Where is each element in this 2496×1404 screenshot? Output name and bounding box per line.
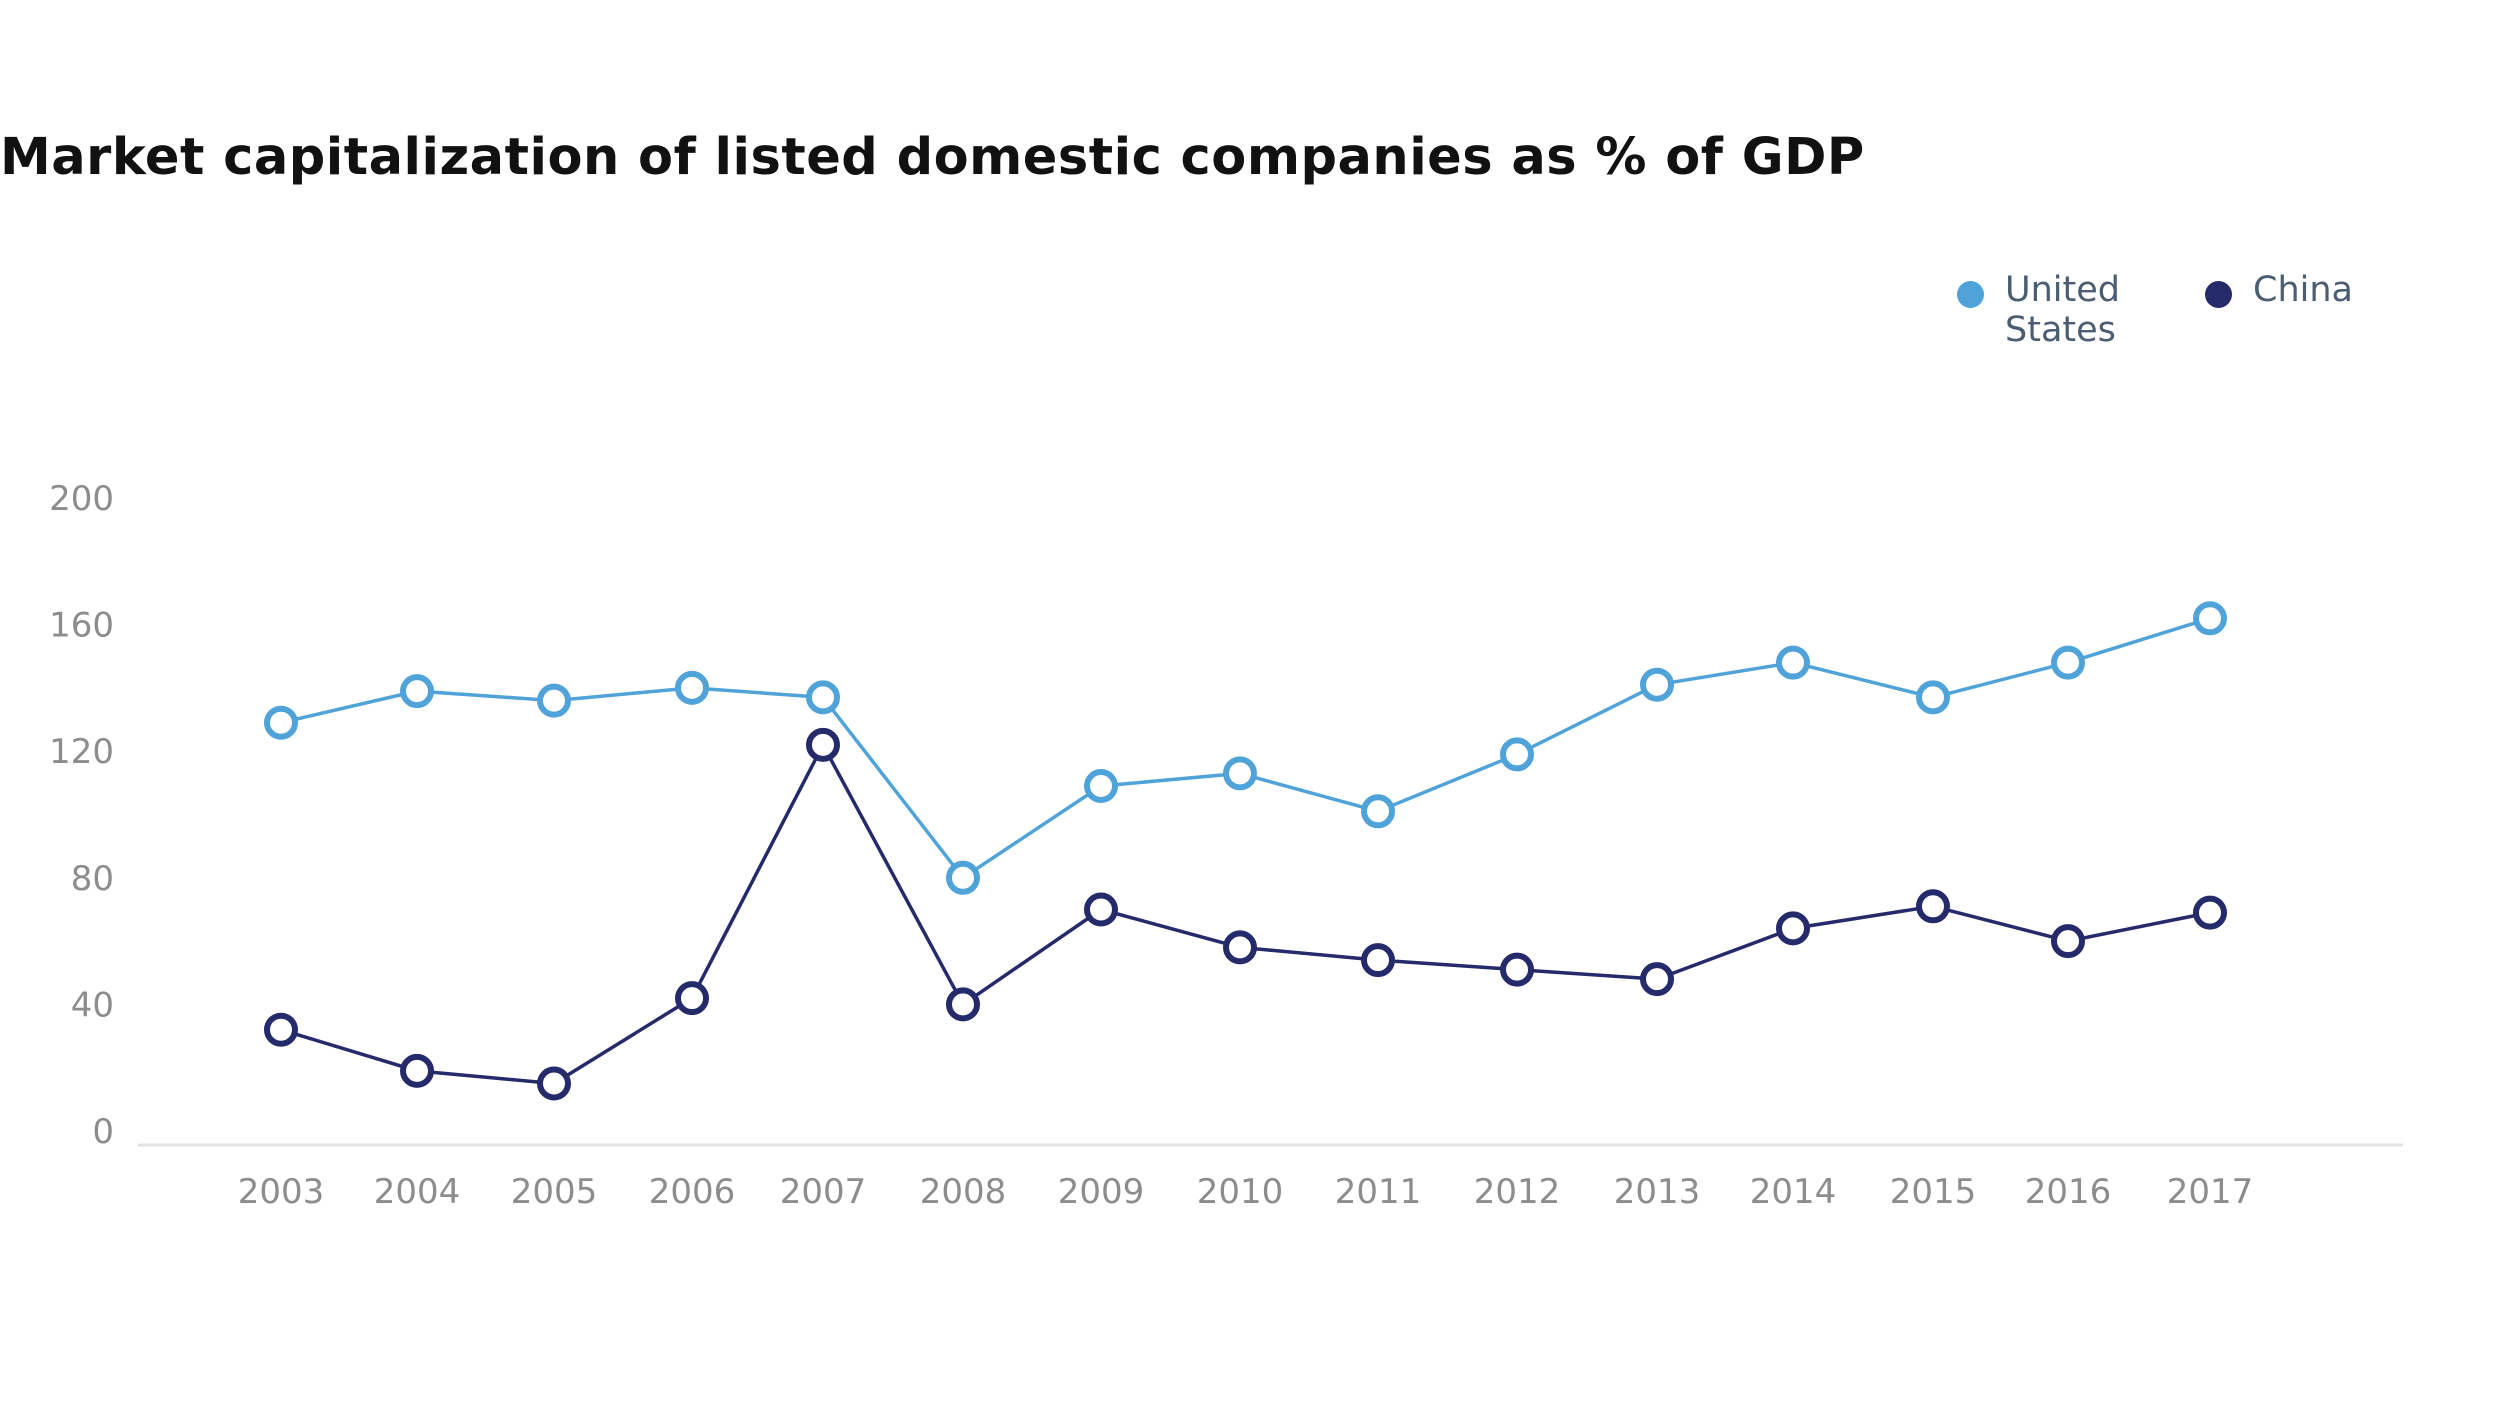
x-tick-label-2014: 2014: [1750, 1172, 1837, 1212]
x-tick-label-2017: 2017: [2167, 1172, 2254, 1212]
data-point-united-states-2005[interactable]: [537, 683, 571, 718]
data-point-united-states-2004[interactable]: [400, 674, 434, 709]
x-tick-label-2003: 2003: [238, 1172, 325, 1212]
data-point-united-states-2007[interactable]: [806, 680, 840, 715]
data-point-united-states-2011[interactable]: [1361, 794, 1395, 829]
data-point-china-2014[interactable]: [1776, 911, 1810, 946]
data-point-china-2017[interactable]: [2193, 895, 2227, 930]
data-point-china-2012[interactable]: [1500, 952, 1534, 987]
y-tick-label-80: 80: [71, 859, 114, 899]
chart-title: Market capitalization of listed domestic…: [0, 128, 1865, 187]
x-axis-ticks: 2003 2004 2005 2006 2007 2008 2009 2010 2011 2012…: [238, 1172, 2254, 1212]
data-point-china-2010[interactable]: [1223, 930, 1257, 965]
data-point-united-states-2017[interactable]: [2193, 601, 2227, 636]
y-tick-label-160: 160: [49, 606, 114, 646]
x-tick-label-2005: 2005: [511, 1172, 598, 1212]
data-point-united-states-2015[interactable]: [1916, 680, 1950, 715]
y-tick-label-40: 40: [71, 985, 114, 1025]
data-point-united-states-2012[interactable]: [1500, 737, 1534, 772]
x-tick-label-2012: 2012: [1474, 1172, 1561, 1212]
data-point-china-2013[interactable]: [1640, 962, 1674, 997]
y-tick-label-200: 200: [49, 479, 114, 519]
series-line-united-states: [280, 616, 2211, 880]
data-point-china-2004[interactable]: [400, 1053, 434, 1088]
series-markers: [264, 601, 2227, 1101]
data-point-china-2016[interactable]: [2051, 924, 2085, 959]
x-tick-label-2009: 2009: [1058, 1172, 1145, 1212]
data-point-united-states-2009[interactable]: [1084, 769, 1118, 803]
data-point-united-states-2006[interactable]: [675, 670, 709, 705]
data-point-united-states-2008[interactable]: [946, 860, 980, 895]
x-tick-label-2008: 2008: [920, 1172, 1007, 1212]
y-axis-ticks: 0 40 80 120 160 200: [49, 479, 114, 1152]
data-point-china-2005[interactable]: [537, 1066, 571, 1101]
x-tick-label-2007: 2007: [780, 1172, 867, 1212]
data-point-united-states-2016[interactable]: [2051, 645, 2085, 680]
legend-item-united-states[interactable]: United States: [1957, 270, 2135, 350]
data-point-china-2015[interactable]: [1916, 889, 1950, 924]
data-point-china-2009[interactable]: [1084, 892, 1118, 927]
x-tick-label-2010: 2010: [1197, 1172, 1284, 1212]
legend-swatch-united-states: [1957, 281, 1984, 308]
data-point-china-2007[interactable]: [806, 727, 840, 762]
data-point-china-2008[interactable]: [946, 987, 980, 1022]
legend-label-china: China: [2253, 270, 2353, 310]
data-point-united-states-2013[interactable]: [1640, 667, 1674, 702]
data-point-china-2011[interactable]: [1361, 943, 1395, 978]
data-point-united-states-2010[interactable]: [1223, 756, 1257, 791]
data-point-united-states-2014[interactable]: [1776, 645, 1810, 680]
y-tick-label-120: 120: [49, 732, 114, 772]
legend-label-united-states: United States: [2005, 270, 2135, 350]
x-tick-label-2004: 2004: [374, 1172, 461, 1212]
y-tick-label-0: 0: [92, 1112, 114, 1152]
x-tick-label-2013: 2013: [1614, 1172, 1701, 1212]
legend-item-china[interactable]: China: [2205, 270, 2353, 310]
data-point-china-2006[interactable]: [675, 981, 709, 1016]
legend-label-united-states-line-2: States: [2005, 310, 2116, 350]
x-tick-label-2015: 2015: [1890, 1172, 1977, 1212]
legend: United States China: [0, 270, 2496, 360]
legend-label-united-states-line-1: United: [2005, 270, 2120, 310]
x-tick-label-2006: 2006: [649, 1172, 736, 1212]
x-tick-label-2011: 2011: [1335, 1172, 1422, 1212]
data-point-china-2003[interactable]: [264, 1012, 298, 1047]
x-tick-label-2016: 2016: [2025, 1172, 2112, 1212]
legend-swatch-china: [2205, 281, 2232, 308]
data-point-united-states-2003[interactable]: [264, 705, 298, 740]
